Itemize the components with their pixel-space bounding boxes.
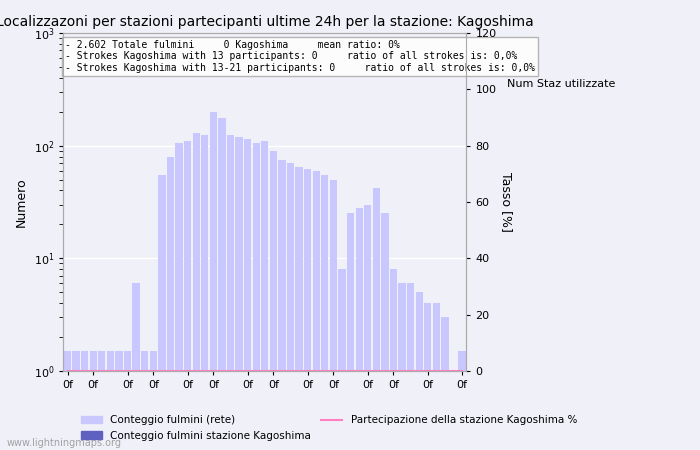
Legend: Conteggio fulmini (rete), Conteggio fulmini stazione Kagoshima, Partecipazione d: Conteggio fulmini (rete), Conteggio fulm…: [77, 411, 581, 445]
Bar: [347, 213, 354, 450]
Bar: [201, 135, 209, 450]
Bar: [270, 151, 277, 450]
Bar: [98, 351, 106, 450]
Bar: [407, 284, 414, 450]
Bar: [158, 175, 165, 450]
Bar: [390, 269, 397, 450]
Bar: [218, 118, 225, 450]
Bar: [321, 175, 328, 450]
Bar: [64, 351, 71, 450]
Bar: [364, 205, 372, 450]
Bar: [150, 351, 157, 450]
Bar: [338, 269, 346, 450]
Bar: [304, 169, 312, 450]
Bar: [184, 141, 191, 450]
Bar: [458, 351, 466, 450]
Bar: [433, 303, 440, 450]
Bar: [416, 292, 423, 450]
Bar: [382, 213, 388, 450]
Bar: [235, 137, 243, 450]
Bar: [227, 135, 234, 450]
Bar: [287, 163, 294, 450]
Bar: [132, 284, 140, 450]
Bar: [441, 317, 449, 450]
Bar: [253, 143, 260, 450]
Bar: [124, 351, 131, 450]
Bar: [90, 351, 97, 450]
Bar: [193, 133, 200, 450]
Bar: [72, 351, 80, 450]
Bar: [424, 303, 431, 450]
Bar: [279, 160, 286, 450]
Title: Localizzazoni per stazioni partecipanti ultime 24h per la stazione: Kagoshima: Localizzazoni per stazioni partecipanti …: [0, 15, 533, 29]
Bar: [356, 208, 363, 450]
Bar: [116, 351, 122, 450]
Bar: [450, 371, 457, 450]
Bar: [176, 143, 183, 450]
Text: Num Staz utilizzate: Num Staz utilizzate: [507, 79, 615, 89]
Y-axis label: Tasso [%]: Tasso [%]: [500, 172, 513, 232]
Bar: [210, 112, 217, 450]
Bar: [295, 166, 303, 450]
Bar: [244, 139, 251, 450]
Bar: [398, 284, 406, 450]
Bar: [313, 171, 320, 450]
Bar: [107, 351, 114, 450]
Bar: [330, 180, 337, 450]
Bar: [261, 141, 268, 450]
Bar: [81, 351, 88, 450]
Bar: [141, 351, 148, 450]
Text: - 2.602 Totale fulmini     0 Kagoshima     mean ratio: 0%
- Strokes Kagoshima wi: - 2.602 Totale fulmini 0 Kagoshima mean …: [65, 40, 536, 73]
Bar: [167, 157, 174, 450]
Text: www.lightningmaps.org: www.lightningmaps.org: [7, 437, 122, 447]
Bar: [372, 188, 380, 450]
Y-axis label: Numero: Numero: [15, 177, 28, 227]
